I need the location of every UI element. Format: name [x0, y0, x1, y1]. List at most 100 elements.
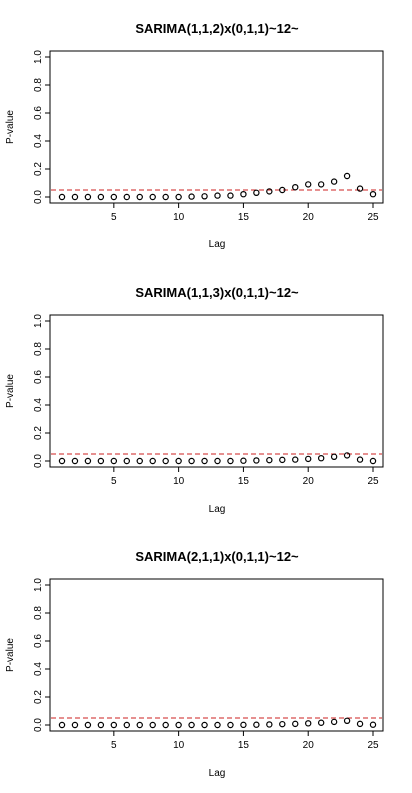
x-tick-label: 15 [238, 740, 250, 751]
data-point [84, 721, 92, 729]
y-tick-label: 0.8 [33, 78, 44, 92]
x-axis: 5 10 15 20 25 [111, 203, 379, 223]
data-point [123, 457, 130, 465]
x-tick-label: 10 [173, 740, 185, 751]
data-point [123, 193, 130, 201]
y-tick-label: 0.6 [33, 370, 44, 384]
data-point [214, 721, 221, 729]
data-point [175, 193, 182, 201]
data-point [110, 457, 118, 465]
data-point [71, 193, 79, 201]
data-points [58, 452, 377, 465]
data-point [84, 457, 92, 465]
data-point [266, 456, 273, 464]
data-point [330, 453, 338, 460]
x-tick-label: 25 [367, 476, 379, 487]
data-point [343, 717, 351, 725]
data-point [330, 178, 338, 185]
y-tick-label: 0.0 [33, 718, 44, 732]
data-point [188, 457, 195, 465]
data-point [84, 193, 92, 201]
chart-panel-3: SARIMA(2,1,1)x(0,1,1)~12~ 5 10 15 20 25 0.00… [5, 549, 384, 779]
data-point [188, 721, 195, 729]
data-point [214, 457, 221, 465]
data-point [279, 186, 286, 194]
chart-title: SARIMA(1,1,3)x(0,1,1)~12~ [135, 285, 299, 300]
data-point [71, 457, 79, 465]
data-point [58, 457, 66, 465]
y-tick-label: 1.0 [33, 314, 44, 328]
chart-title: SARIMA(1,1,2)x(0,1,1)~12~ [135, 21, 299, 36]
data-points [58, 717, 377, 729]
data-point [188, 193, 195, 200]
y-tick-label: 1.0 [33, 578, 44, 592]
y-tick-label: 0.6 [33, 634, 44, 648]
data-point [227, 192, 234, 199]
x-tick-label: 15 [238, 476, 250, 487]
x-tick-label: 5 [111, 212, 117, 223]
data-point [201, 193, 208, 200]
y-axis-label: P-value [5, 110, 16, 144]
data-point [240, 457, 247, 464]
data-point [175, 721, 182, 729]
x-tick-label: 25 [367, 212, 379, 223]
data-point [58, 721, 66, 729]
x-tick-label: 5 [111, 740, 117, 751]
y-tick-label: 0.2 [33, 690, 44, 704]
y-tick-label: 0.8 [33, 606, 44, 620]
data-point [292, 183, 299, 191]
data-point [317, 455, 325, 462]
x-axis: 5 10 15 20 25 [111, 731, 379, 751]
data-point [266, 721, 273, 728]
data-point [253, 189, 260, 196]
data-point [305, 181, 312, 188]
y-axis: 0.0 0.2 0.4 0.6 0.8 1.0 [33, 50, 50, 204]
data-point [58, 193, 66, 201]
data-point [369, 457, 377, 465]
chart-title: SARIMA(2,1,1)x(0,1,1)~12~ [135, 549, 299, 564]
data-point [110, 721, 118, 729]
x-tick-label: 15 [238, 212, 250, 223]
x-axis: 5 10 15 20 25 [111, 467, 379, 487]
data-point [305, 720, 312, 727]
x-tick-label: 20 [303, 212, 315, 223]
y-tick-label: 1.0 [33, 50, 44, 64]
y-tick-label: 0.4 [33, 662, 44, 676]
y-tick-label: 0.2 [33, 426, 44, 440]
y-tick-label: 0.6 [33, 106, 44, 120]
x-tick-label: 25 [367, 740, 379, 751]
data-point [136, 721, 143, 729]
data-point [317, 719, 325, 726]
y-tick-label: 0.4 [33, 398, 44, 412]
chart-panel-1: SARIMA(1,1,2)x(0,1,1)~12~ 5 10 15 20 25 0.00… [5, 21, 384, 250]
data-point [175, 457, 182, 465]
data-point [97, 721, 105, 729]
data-point [356, 456, 364, 463]
plot-frame [49, 314, 384, 468]
data-point [149, 457, 156, 465]
x-axis-label: Lag [209, 239, 226, 250]
y-axis-label: P-value [5, 638, 16, 672]
data-point [201, 457, 208, 465]
x-tick-label: 5 [111, 476, 117, 487]
data-point [149, 193, 156, 201]
data-point [227, 721, 234, 729]
data-point [201, 721, 208, 729]
plot-frame [49, 578, 384, 732]
data-point [279, 456, 286, 464]
data-point [305, 455, 312, 463]
x-tick-label: 20 [303, 476, 315, 487]
data-point [97, 193, 105, 201]
data-point [266, 188, 273, 195]
data-point [292, 720, 299, 728]
y-tick-label: 0.0 [33, 190, 44, 204]
data-point [162, 721, 169, 729]
data-point [227, 457, 234, 465]
data-point [214, 192, 221, 199]
data-point [253, 721, 260, 728]
data-point [240, 721, 247, 729]
data-point [343, 452, 351, 459]
x-tick-label: 10 [173, 476, 185, 487]
data-point [279, 720, 286, 728]
data-point [136, 193, 143, 201]
